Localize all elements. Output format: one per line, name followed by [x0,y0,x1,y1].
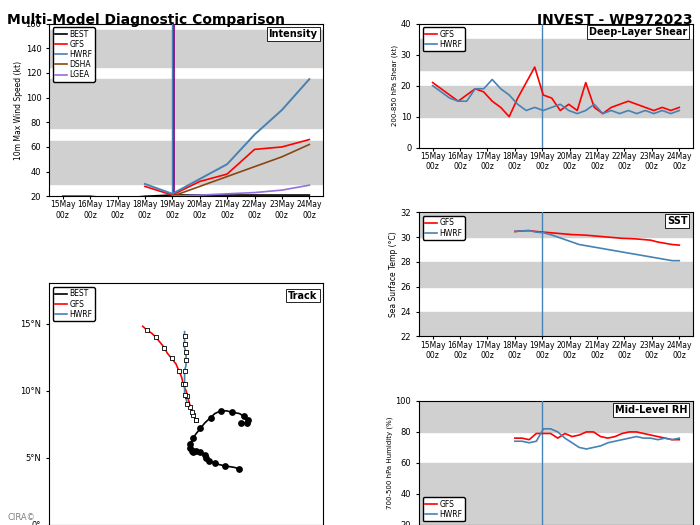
Bar [419,86,693,117]
Y-axis label: Sea Surface Temp (°C): Sea Surface Temp (°C) [389,232,398,317]
Point [179,391,190,399]
Point [227,408,238,416]
Point [199,451,211,459]
Point [166,354,177,363]
Legend: BEST, GFS, HWRF: BEST, GFS, HWRF [52,287,95,321]
Bar [49,30,323,67]
Point [238,412,249,421]
Point [190,447,202,455]
Point [141,326,153,334]
Point [219,461,230,470]
Point [182,400,193,408]
Point [234,465,245,473]
Point [185,440,196,449]
Y-axis label: 200-850 hPa Shear (kt): 200-850 hPa Shear (kt) [391,45,398,126]
Point [190,416,202,424]
Text: SST: SST [667,216,687,226]
Bar [419,401,693,432]
Y-axis label: 10m Max Wind Speed (kt): 10m Max Wind Speed (kt) [14,60,22,160]
Text: Multi-Model Diagnostic Comparison: Multi-Model Diagnostic Comparison [7,13,285,27]
Bar [49,79,323,129]
Point [241,419,252,427]
Point [215,407,226,415]
Point [185,444,196,453]
Point [181,355,192,364]
Point [173,366,184,375]
Point [179,380,190,388]
Point [159,343,170,352]
Bar [419,212,693,237]
Point [178,380,189,388]
Point [186,447,197,455]
Point [188,447,199,455]
Point [209,459,220,467]
Point [181,348,192,356]
Text: Intensity: Intensity [269,29,318,39]
Point [201,454,212,462]
Point [186,408,197,416]
Point [205,413,216,422]
Point [182,392,193,400]
Text: INVEST - WP972023: INVEST - WP972023 [538,13,693,27]
Bar [49,141,323,184]
Legend: GFS, HWRF: GFS, HWRF [423,216,465,240]
Y-axis label: 700-500 hPa Humidity (%): 700-500 hPa Humidity (%) [386,417,393,509]
Point [190,416,202,424]
Legend: GFS, HWRF: GFS, HWRF [423,498,465,521]
Bar [419,311,693,337]
Legend: BEST, GFS, HWRF, DSHA, LGEA: BEST, GFS, HWRF, DSHA, LGEA [52,27,95,81]
Legend: GFS, HWRF: GFS, HWRF [423,27,465,51]
Bar [419,262,693,287]
Bar [419,39,693,70]
Point [150,333,161,341]
Point [242,416,253,424]
Point [188,448,199,457]
Point [179,340,190,348]
Text: Deep-Layer Shear: Deep-Layer Shear [589,27,687,37]
Point [179,366,190,375]
Point [195,424,206,433]
Point [195,448,206,457]
Text: CIRA©: CIRA© [7,513,35,522]
Bar [419,463,693,525]
Point [204,456,215,465]
Point [188,434,199,442]
Text: Track: Track [288,290,318,300]
Point [179,331,190,340]
Point [188,411,199,419]
Point [235,419,246,427]
Point [185,403,196,411]
Text: Mid-Level RH: Mid-Level RH [615,405,687,415]
